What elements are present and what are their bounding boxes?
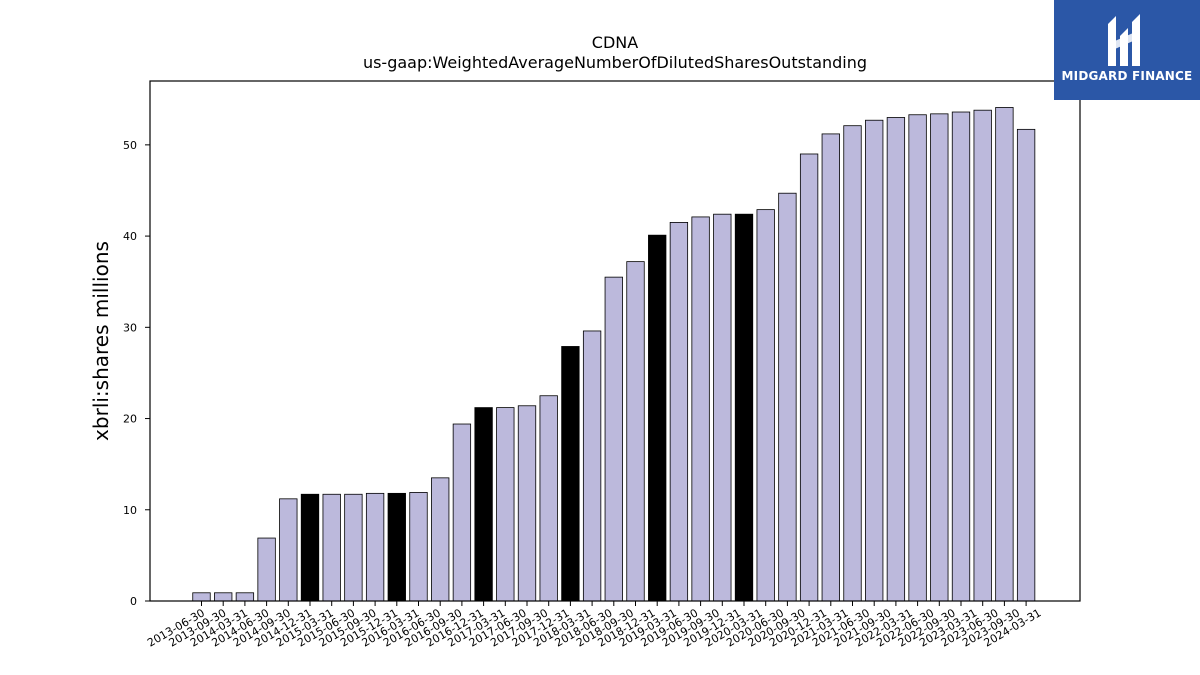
plot-frame (149, 80, 1081, 602)
bar (669, 222, 689, 602)
logo-text: MIDGARD FINANCE (1061, 69, 1193, 83)
bar (344, 493, 363, 602)
bar (452, 423, 472, 602)
x-axis: 2013-06-302013-09-302014-03-312014-06-30… (145, 601, 1044, 650)
bar (279, 498, 298, 602)
bar (561, 346, 580, 602)
bar (626, 261, 645, 602)
bar (886, 117, 906, 602)
bar (908, 114, 927, 602)
brand-logo: MIDGARD FINANCE (1054, 0, 1200, 100)
bar (582, 330, 602, 602)
bar (322, 493, 341, 602)
bar (951, 111, 971, 602)
bar (865, 119, 884, 602)
bar (431, 477, 450, 602)
y-tick-label: 20 (123, 413, 137, 426)
bar (648, 234, 667, 602)
bar (799, 153, 819, 602)
bar (214, 592, 233, 602)
bars-group (192, 107, 1036, 602)
bar (496, 407, 515, 602)
bar (604, 276, 623, 602)
bar (713, 213, 732, 602)
y-axis: 0 10 20 30 40 50 (123, 139, 150, 608)
y-axis-label: xbrli:shares millions (89, 241, 113, 441)
bar (474, 407, 493, 602)
bar (235, 592, 255, 602)
logo-mark-icon (1108, 14, 1140, 66)
bar (734, 213, 754, 602)
bar (821, 133, 840, 602)
chart-subtitle: us-gaap:WeightedAverageNumberOfDilutedSh… (363, 53, 867, 72)
y-tick-label: 30 (123, 321, 137, 334)
bar (778, 192, 797, 602)
bar (995, 107, 1014, 602)
bar (365, 492, 385, 602)
bar (517, 405, 537, 602)
y-tick-label: 0 (130, 595, 137, 608)
y-tick-label: 50 (123, 139, 137, 152)
y-tick-label: 10 (123, 504, 137, 517)
bar (930, 113, 949, 602)
bar (409, 492, 428, 602)
bar (1016, 128, 1036, 602)
bar (691, 216, 710, 602)
bar (756, 209, 775, 602)
y-tick-label: 40 (123, 230, 137, 243)
bar (300, 493, 320, 602)
bar (192, 592, 211, 602)
bar (539, 395, 558, 602)
chart-title: CDNA (592, 33, 638, 52)
bar (257, 537, 276, 602)
bar (843, 125, 862, 602)
bar (973, 109, 992, 602)
bar (387, 492, 406, 602)
